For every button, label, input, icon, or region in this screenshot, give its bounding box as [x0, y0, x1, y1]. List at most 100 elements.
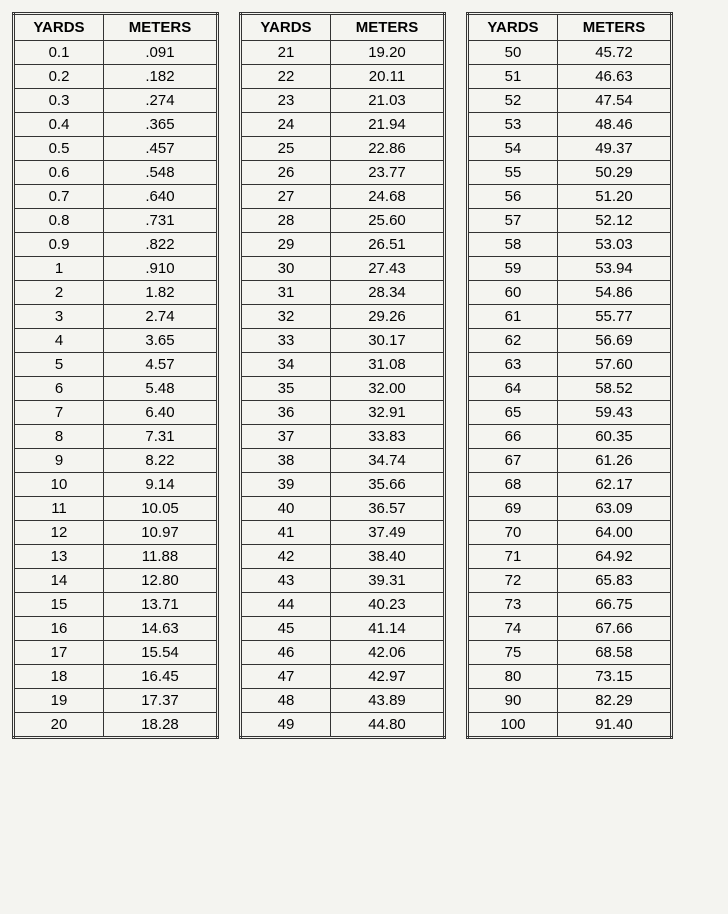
table-row: 5953.94 [468, 257, 672, 281]
cell-yards: 75 [468, 641, 558, 665]
cell-meters: 46.63 [558, 65, 672, 89]
table-header-row: YARDS METERS [14, 14, 218, 41]
cell-meters: 64.92 [558, 545, 672, 569]
cell-yards: 67 [468, 449, 558, 473]
table-row: 7164.92 [468, 545, 672, 569]
table-row: 4944.80 [241, 713, 445, 738]
cell-yards: 21 [241, 41, 331, 65]
table-body-2: 2119.202220.112321.032421.942522.862623.… [241, 41, 445, 738]
cell-meters: 35.66 [331, 473, 445, 497]
cell-yards: 2 [14, 281, 104, 305]
table-row: 3431.08 [241, 353, 445, 377]
cell-yards: 0.7 [14, 185, 104, 209]
cell-meters: 19.20 [331, 41, 445, 65]
table-row: 3532.00 [241, 377, 445, 401]
table-header-row: YARDS METERS [468, 14, 672, 41]
table-body-3: 5045.725146.635247.545348.465449.375550.… [468, 41, 672, 738]
cell-yards: 15 [14, 593, 104, 617]
table-row: 87.31 [14, 425, 218, 449]
table-row: 3632.91 [241, 401, 445, 425]
table-row: 4036.57 [241, 497, 445, 521]
cell-yards: 28 [241, 209, 331, 233]
table-row: 7366.75 [468, 593, 672, 617]
cell-yards: 48 [241, 689, 331, 713]
table-row: 0.9.822 [14, 233, 218, 257]
cell-yards: 45 [241, 617, 331, 641]
cell-yards: 70 [468, 521, 558, 545]
cell-meters: .182 [104, 65, 218, 89]
cell-yards: 68 [468, 473, 558, 497]
conversion-table-1: YARDS METERS 0.1.0910.2.1820.3.2740.4.36… [12, 12, 219, 739]
table-row: 6458.52 [468, 377, 672, 401]
cell-meters: 21.94 [331, 113, 445, 137]
cell-yards: 36 [241, 401, 331, 425]
table-row: 2421.94 [241, 113, 445, 137]
cell-yards: 44 [241, 593, 331, 617]
col-header-yards: YARDS [14, 14, 104, 41]
table-row: 0.6.548 [14, 161, 218, 185]
table-row: 2825.60 [241, 209, 445, 233]
table-row: 6155.77 [468, 305, 672, 329]
cell-yards: 90 [468, 689, 558, 713]
cell-meters: 55.77 [558, 305, 672, 329]
cell-yards: 24 [241, 113, 331, 137]
cell-yards: 49 [241, 713, 331, 738]
cell-yards: 0.2 [14, 65, 104, 89]
cell-yards: 72 [468, 569, 558, 593]
table-row: 9082.29 [468, 689, 672, 713]
cell-yards: 63 [468, 353, 558, 377]
table-row: 5550.29 [468, 161, 672, 185]
cell-meters: 22.86 [331, 137, 445, 161]
table-row: 6862.17 [468, 473, 672, 497]
cell-meters: 23.77 [331, 161, 445, 185]
table-row: 7568.58 [468, 641, 672, 665]
cell-yards: 65 [468, 401, 558, 425]
cell-yards: 8 [14, 425, 104, 449]
cell-meters: 7.31 [104, 425, 218, 449]
cell-meters: .091 [104, 41, 218, 65]
conversion-table-3: YARDS METERS 5045.725146.635247.545348.4… [466, 12, 673, 739]
table-row: 8073.15 [468, 665, 672, 689]
cell-meters: 20.11 [331, 65, 445, 89]
cell-meters: 53.03 [558, 233, 672, 257]
cell-meters: 60.35 [558, 425, 672, 449]
cell-meters: 66.75 [558, 593, 672, 617]
cell-meters: 40.23 [331, 593, 445, 617]
table-row: 2926.51 [241, 233, 445, 257]
cell-meters: 32.91 [331, 401, 445, 425]
table-row: 10091.40 [468, 713, 672, 738]
cell-meters: 8.22 [104, 449, 218, 473]
cell-meters: 28.34 [331, 281, 445, 305]
cell-meters: 67.66 [558, 617, 672, 641]
table-row: 1412.80 [14, 569, 218, 593]
cell-yards: 22 [241, 65, 331, 89]
cell-yards: 13 [14, 545, 104, 569]
table-row: 3229.26 [241, 305, 445, 329]
cell-meters: 42.97 [331, 665, 445, 689]
table-row: 0.5.457 [14, 137, 218, 161]
table-row: 4339.31 [241, 569, 445, 593]
cell-yards: 74 [468, 617, 558, 641]
table-row: 6256.69 [468, 329, 672, 353]
cell-meters: 27.43 [331, 257, 445, 281]
cell-meters: 42.06 [331, 641, 445, 665]
table-row: 0.3.274 [14, 89, 218, 113]
cell-meters: 47.54 [558, 89, 672, 113]
cell-yards: 1 [14, 257, 104, 281]
cell-yards: 0.1 [14, 41, 104, 65]
cell-yards: 41 [241, 521, 331, 545]
cell-yards: 73 [468, 593, 558, 617]
cell-yards: 0.5 [14, 137, 104, 161]
table-row: 7064.00 [468, 521, 672, 545]
cell-meters: 51.20 [558, 185, 672, 209]
cell-yards: 42 [241, 545, 331, 569]
cell-meters: .548 [104, 161, 218, 185]
cell-meters: 12.80 [104, 569, 218, 593]
table-row: 0.2.182 [14, 65, 218, 89]
cell-yards: 12 [14, 521, 104, 545]
cell-yards: 9 [14, 449, 104, 473]
table-row: 65.48 [14, 377, 218, 401]
table-row: 43.65 [14, 329, 218, 353]
cell-meters: 54.86 [558, 281, 672, 305]
cell-yards: 16 [14, 617, 104, 641]
